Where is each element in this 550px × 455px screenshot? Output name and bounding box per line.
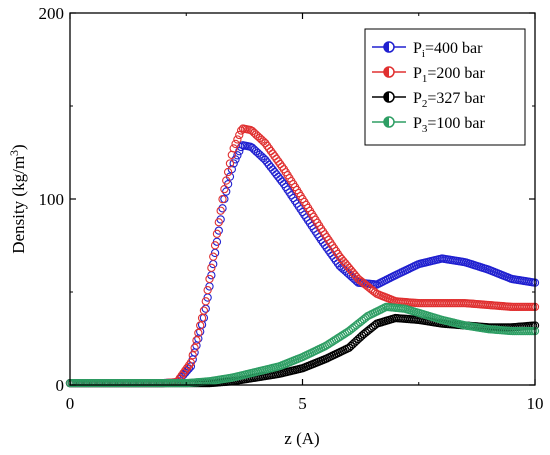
series-layer (65, 124, 540, 388)
legend-entries: Pi=400 bar P1=200 bar P2=327 bar P3=100 bar (372, 40, 486, 135)
data-point (216, 206, 225, 215)
data-point (207, 263, 216, 272)
data-point (209, 252, 218, 261)
data-point (220, 184, 229, 194)
data-point (194, 328, 203, 338)
legend-marker-fill (384, 117, 389, 127)
legend-marker-fill (384, 42, 389, 52)
y-axis-label: Density (kg/m3) (7, 144, 28, 253)
data-point (223, 167, 233, 177)
series-3 (65, 302, 540, 388)
data-point (190, 343, 199, 352)
data-point (210, 241, 220, 250)
y-tick-label: 200 (39, 4, 65, 23)
data-point (218, 204, 227, 213)
data-point (214, 218, 223, 227)
data-point (192, 336, 201, 345)
series-1 (65, 124, 540, 388)
legend-entry: P2=327 bar (372, 90, 486, 110)
legend-entry: Pi=400 bar (372, 40, 483, 60)
data-point (222, 176, 231, 185)
legend-label: P1=200 bar (413, 65, 486, 85)
data-point (212, 229, 222, 238)
y-tick-label: 0 (56, 376, 65, 395)
y-tick-label: 100 (39, 190, 65, 209)
data-point (229, 159, 238, 168)
x-axis-label: z (A) (284, 429, 319, 448)
legend-marker-fill (384, 92, 389, 102)
legend-marker-fill (384, 67, 389, 77)
data-point (196, 321, 205, 330)
data-point (277, 162, 287, 171)
legend-label: P2=327 bar (413, 90, 486, 110)
x-tick-label: 5 (298, 394, 307, 413)
x-tick-label: 10 (527, 394, 544, 413)
data-point (235, 130, 244, 140)
legend-label: Pi=400 bar (413, 40, 483, 60)
data-point (229, 144, 238, 153)
data-point (225, 159, 235, 168)
series-0 (65, 141, 540, 388)
data-point (233, 151, 242, 160)
legend: Pi=400 bar P1=200 bar P2=327 bar P3=100 bar (364, 28, 526, 146)
data-point (188, 351, 197, 360)
data-point (199, 306, 209, 315)
legend-entry: P3=100 bar (372, 115, 486, 135)
data-point (197, 313, 207, 323)
data-point (184, 361, 194, 370)
data-point (218, 195, 227, 204)
data-point (233, 135, 242, 144)
x-tick-label: 0 (66, 394, 75, 413)
legend-entry: P1=200 bar (372, 65, 486, 85)
data-point (201, 304, 210, 313)
data-point (201, 297, 210, 306)
data-point (186, 358, 196, 367)
legend-label: P3=100 bar (413, 115, 486, 135)
data-point (203, 285, 212, 295)
data-point (231, 139, 240, 149)
data-point (222, 187, 231, 196)
data-point (205, 274, 214, 284)
